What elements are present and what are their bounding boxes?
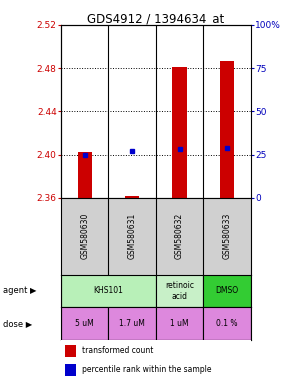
Bar: [77, 152, 92, 198]
Text: DMSO: DMSO: [215, 286, 239, 295]
Bar: [125, 195, 139, 198]
Bar: [203, 307, 251, 340]
Bar: [65, 345, 76, 357]
Text: GSM580630: GSM580630: [80, 213, 89, 259]
Text: percentile rank within the sample: percentile rank within the sample: [82, 365, 211, 374]
Text: GSM580633: GSM580633: [223, 213, 232, 259]
Text: dose ▶: dose ▶: [3, 319, 32, 328]
Bar: [173, 67, 187, 198]
Text: 1.7 uM: 1.7 uM: [119, 319, 145, 328]
Title: GDS4912 / 1394634_at: GDS4912 / 1394634_at: [87, 12, 224, 25]
Text: 1 uM: 1 uM: [170, 319, 189, 328]
Bar: [61, 275, 156, 307]
Bar: [220, 61, 234, 198]
Bar: [203, 275, 251, 307]
Text: retinoic
acid: retinoic acid: [165, 281, 194, 301]
Bar: [61, 307, 108, 340]
Bar: [156, 307, 203, 340]
Text: 0.1 %: 0.1 %: [216, 319, 238, 328]
Bar: [156, 275, 203, 307]
Text: GSM580631: GSM580631: [128, 213, 137, 259]
Text: transformed count: transformed count: [82, 346, 153, 355]
Text: agent ▶: agent ▶: [3, 286, 37, 295]
Bar: [65, 364, 76, 376]
Text: GSM580632: GSM580632: [175, 213, 184, 259]
Text: KHS101: KHS101: [93, 286, 123, 295]
Bar: [108, 307, 156, 340]
Text: 5 uM: 5 uM: [75, 319, 94, 328]
